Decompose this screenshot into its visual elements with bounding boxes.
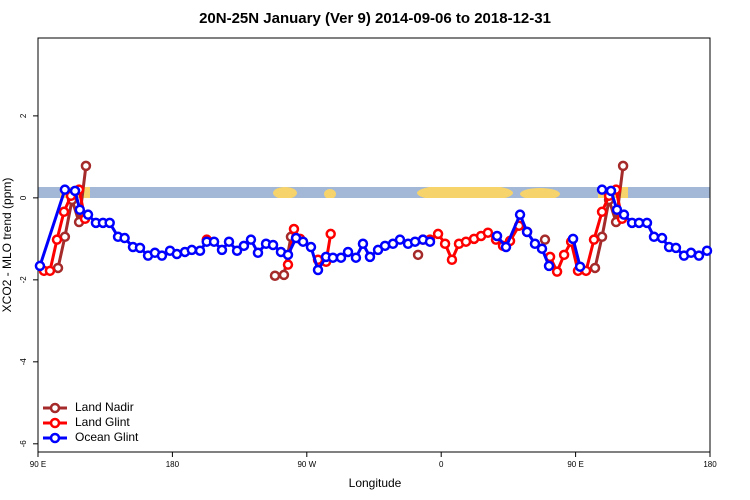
data-point xyxy=(119,232,130,244)
data-point xyxy=(58,206,70,218)
data-point xyxy=(596,184,608,195)
data-point xyxy=(269,270,281,281)
data-point xyxy=(567,233,579,245)
data-point xyxy=(74,204,86,215)
data-point xyxy=(82,209,94,220)
data-point xyxy=(69,185,81,197)
y-tick-label: -6 xyxy=(19,440,28,448)
data-point xyxy=(364,251,376,263)
x-tick-label: 90 W xyxy=(297,460,316,469)
y-tick-label: 2 xyxy=(19,113,28,118)
data-point xyxy=(223,236,235,247)
data-point xyxy=(305,241,317,253)
legend-label: Ocean Glint xyxy=(75,430,139,444)
data-point xyxy=(80,160,92,172)
x-tick-label: 90 E xyxy=(567,460,583,469)
y-axis-title: XCO2 - MLO trend (ppm) xyxy=(0,178,14,313)
data-point xyxy=(589,262,601,274)
data-point xyxy=(216,244,228,256)
map-band xyxy=(38,187,710,198)
x-tick-label: 0 xyxy=(439,460,444,469)
data-point xyxy=(52,262,64,274)
data-point xyxy=(245,234,257,245)
data-point xyxy=(596,206,608,218)
data-point xyxy=(558,249,570,261)
data-point xyxy=(238,240,250,252)
data-point xyxy=(446,254,458,266)
data-point xyxy=(231,245,243,256)
data-point xyxy=(574,261,586,272)
data-point xyxy=(44,265,56,277)
data-point xyxy=(543,260,555,272)
data-point xyxy=(521,226,533,238)
legend-marker xyxy=(49,417,61,429)
data-point xyxy=(51,234,63,245)
x-tick-label: 180 xyxy=(166,460,180,469)
data-point xyxy=(460,236,472,247)
data-point xyxy=(186,244,198,256)
data-point xyxy=(618,209,630,220)
data-point xyxy=(156,250,168,261)
data-point xyxy=(617,160,629,172)
data-point xyxy=(491,230,503,242)
data-point xyxy=(394,234,406,245)
data-point xyxy=(282,249,294,261)
data-point xyxy=(312,264,324,276)
data-point xyxy=(34,260,46,272)
data-point xyxy=(611,204,623,215)
data-point xyxy=(335,252,347,263)
data-point xyxy=(551,266,563,277)
data-point xyxy=(641,217,653,229)
data-point xyxy=(350,252,362,263)
data-point xyxy=(208,236,220,247)
data-point xyxy=(605,185,617,197)
data-point xyxy=(596,231,608,243)
legend-marker xyxy=(49,402,61,414)
data-point xyxy=(701,245,713,256)
legend-label: Land Nadir xyxy=(75,400,134,414)
legend-label: Land Glint xyxy=(75,415,130,429)
data-point xyxy=(656,232,668,244)
y-tick-label: -4 xyxy=(19,358,28,366)
data-point xyxy=(588,234,600,245)
x-axis-title: Longitude xyxy=(349,476,402,490)
data-point xyxy=(357,238,369,250)
data-point xyxy=(288,223,300,235)
data-point xyxy=(693,250,705,261)
data-point xyxy=(325,228,336,240)
x-tick-label: 180 xyxy=(703,460,717,469)
data-point xyxy=(171,248,183,260)
data-point xyxy=(282,259,294,270)
x-tick-label: 90 E xyxy=(30,460,46,469)
data-point xyxy=(529,238,541,250)
y-tick-label: 0 xyxy=(19,195,28,200)
chart-title: 20N-25N January (Ver 9) 2014-09-06 to 20… xyxy=(199,10,551,27)
data-point xyxy=(134,242,146,254)
data-point xyxy=(194,245,206,256)
data-point xyxy=(59,184,71,195)
data-point xyxy=(439,238,451,250)
data-point xyxy=(424,236,436,247)
data-point xyxy=(514,209,526,220)
data-point xyxy=(412,249,424,261)
data-point xyxy=(536,243,548,254)
data-point xyxy=(648,231,660,243)
data-point xyxy=(327,252,339,263)
data-point xyxy=(342,246,354,258)
data-point xyxy=(278,269,290,281)
data-point xyxy=(670,242,682,254)
data-point xyxy=(539,234,551,245)
data-point xyxy=(297,236,309,247)
plot-frame xyxy=(37,37,711,453)
data-point xyxy=(500,241,512,253)
data-point xyxy=(104,217,115,229)
legend-marker xyxy=(49,432,61,444)
data-point xyxy=(432,228,444,240)
y-tick-label: -2 xyxy=(19,276,28,284)
data-point xyxy=(482,227,494,238)
data-point xyxy=(252,247,264,259)
data-point xyxy=(267,239,279,251)
